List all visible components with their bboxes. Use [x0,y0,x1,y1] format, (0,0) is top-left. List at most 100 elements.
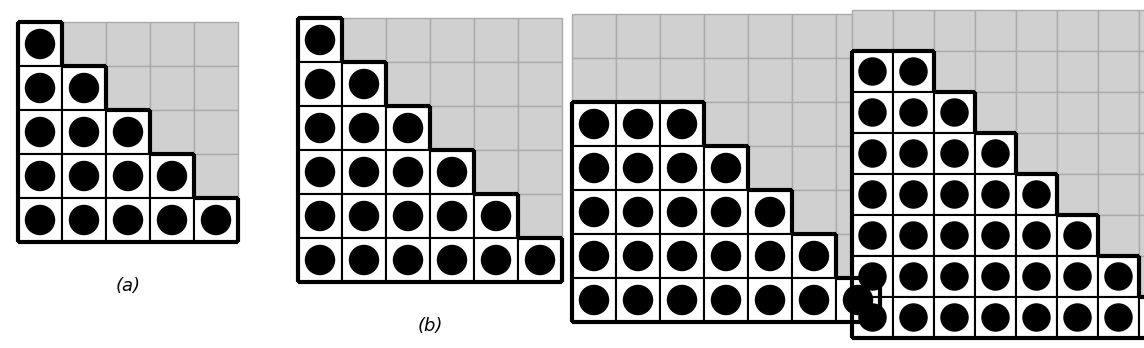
Bar [1098,51,1139,92]
Bar [1139,51,1144,92]
Bar [1057,174,1098,215]
Circle shape [1023,304,1050,331]
Bar [342,194,386,238]
Circle shape [349,113,379,143]
Bar [615,58,660,102]
Bar [1098,297,1139,338]
Bar [572,190,615,234]
Circle shape [1105,263,1133,290]
Bar [1098,92,1139,133]
Bar [430,62,474,106]
Bar [615,14,660,58]
Circle shape [942,181,968,208]
Bar [572,14,615,58]
Circle shape [982,140,1009,167]
Circle shape [900,181,927,208]
Circle shape [755,285,785,315]
Bar [792,278,836,322]
Circle shape [580,110,609,139]
Bar [975,92,1016,133]
Bar [792,58,836,102]
Bar [342,150,386,194]
Bar [106,22,150,66]
Bar [852,10,893,51]
Circle shape [113,205,143,235]
Bar [1016,256,1057,297]
Circle shape [25,30,55,58]
Bar [474,18,518,62]
Circle shape [623,153,652,182]
Circle shape [201,205,231,235]
Bar [615,278,660,322]
Circle shape [667,110,697,139]
Bar [194,66,238,110]
Bar [1139,174,1144,215]
Circle shape [942,263,968,290]
Bar [836,58,880,102]
Circle shape [580,197,609,227]
Bar [934,215,975,256]
Bar [150,154,194,198]
Circle shape [942,140,968,167]
Bar [704,234,748,278]
Bar [18,110,62,154]
Bar [194,110,238,154]
Bar [852,133,893,174]
Bar [934,297,975,338]
Bar [1057,215,1098,256]
Bar [836,278,880,322]
Bar [1139,297,1144,338]
Circle shape [667,285,697,315]
Bar [474,150,518,194]
Circle shape [525,245,555,275]
Bar [975,10,1016,51]
Bar [934,10,975,51]
Circle shape [113,161,143,190]
Bar [660,278,704,322]
Circle shape [394,245,422,275]
Bar [474,106,518,150]
Bar [386,194,430,238]
Bar [1057,51,1098,92]
Bar [1139,215,1144,256]
Bar [572,146,615,190]
Bar [1098,215,1139,256]
Circle shape [667,242,697,270]
Bar [893,297,934,338]
Bar [62,22,106,66]
Bar [572,102,615,146]
Bar [704,14,748,58]
Bar [572,278,615,322]
Bar [518,238,562,282]
Bar [836,14,880,58]
Bar [474,238,518,282]
Bar [836,234,880,278]
Bar [893,92,934,133]
Circle shape [712,153,740,182]
Bar [1057,133,1098,174]
Bar [792,14,836,58]
Circle shape [482,201,510,230]
Circle shape [942,99,968,126]
Bar [1139,10,1144,51]
Bar [893,51,934,92]
Bar [748,190,792,234]
Bar [836,102,880,146]
Circle shape [623,242,652,270]
Circle shape [623,110,652,139]
Bar [572,58,615,102]
Circle shape [305,113,334,143]
Bar [836,146,880,190]
Bar [297,194,342,238]
Bar [297,106,342,150]
Circle shape [755,197,785,227]
Bar [297,238,342,282]
Bar [660,102,704,146]
Bar [660,14,704,58]
Bar [1098,256,1139,297]
Circle shape [437,201,467,230]
Circle shape [900,304,927,331]
Circle shape [859,304,887,331]
Bar [660,146,704,190]
Bar [518,150,562,194]
